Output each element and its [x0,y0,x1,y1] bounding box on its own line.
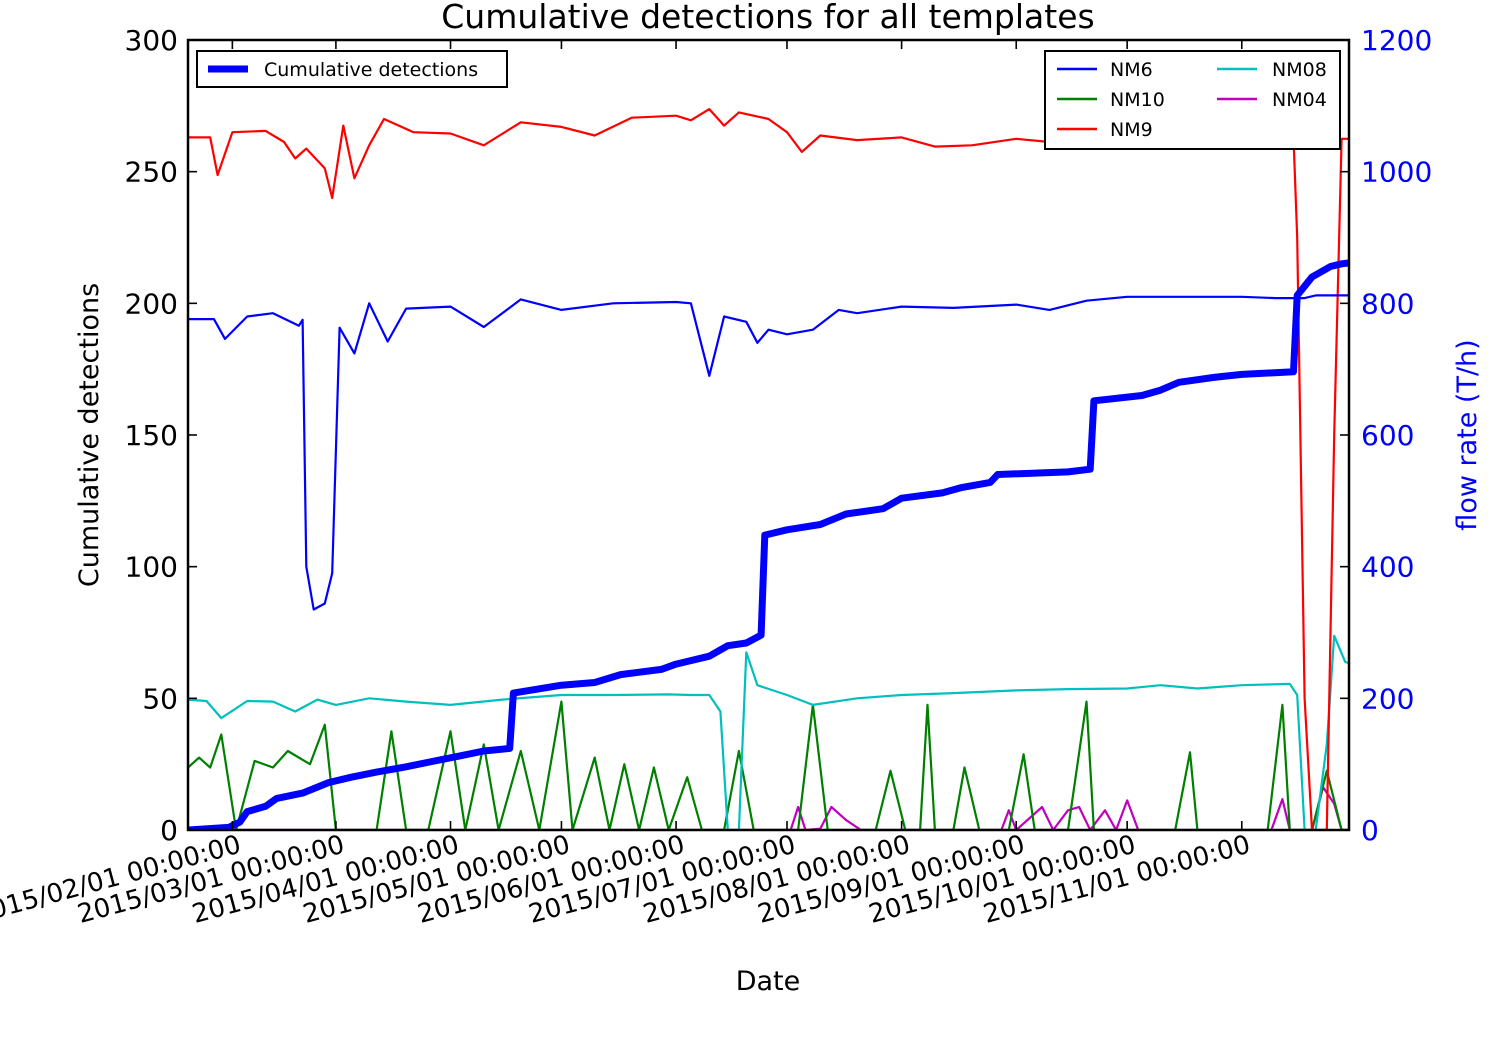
y-right-tick-label-5: 1000 [1361,156,1432,189]
y-left-tick-label-4: 200 [125,287,178,320]
legend-right-label-nm04: NM04 [1272,89,1327,111]
series-layer [188,107,1349,830]
y-left-tick-label-2: 100 [125,551,178,584]
legend-left: Cumulative detections [196,50,508,88]
y-axis-right-label: flow rate (T/h) [1452,339,1483,530]
y-axis-right-ticks: 0 200 400 600 800 1000 1200 [1340,24,1432,847]
y-axis-left-ticks: 0 50 100 150 200 250 300 [125,24,197,847]
legend-left-label-0: Cumulative detections [264,59,478,81]
legend-right-label-nm6: NM6 [1110,59,1153,81]
series-line-nm10 [188,700,1349,830]
y-left-tick-label-5: 250 [125,156,178,189]
left-axis-series [188,259,1349,830]
series-line-nm9 [188,107,1349,830]
legend-right: NM6 NM10 NM9 NM08 NM04 [1044,50,1341,150]
y-right-tick-label-1: 200 [1361,682,1414,715]
y-left-tick-label-6: 300 [125,24,178,57]
y-left-tick-label-3: 150 [125,419,178,452]
legend-right-label-nm08: NM08 [1272,59,1327,81]
legend-left-box [196,50,508,88]
y-right-tick-label-2: 400 [1361,551,1414,584]
y-right-tick-label-4: 800 [1361,287,1414,320]
legend-right-label-nm10: NM10 [1110,89,1165,111]
series-line-cumulative-detections [188,259,1349,830]
y-right-tick-label-3: 600 [1361,419,1414,452]
x-axis-label: Date [736,966,801,997]
right-axis-series [188,107,1349,830]
y-right-tick-label-0: 0 [1361,814,1379,847]
legend-right-label-nm9: NM9 [1110,119,1153,141]
chart-title: Cumulative detections for all templates [441,0,1094,36]
y-left-tick-label-1: 50 [142,682,178,715]
y-right-tick-label-6: 1200 [1361,24,1432,57]
y-left-tick-label-0: 0 [160,814,178,847]
y-axis-left-label: Cumulative detections [74,283,105,587]
